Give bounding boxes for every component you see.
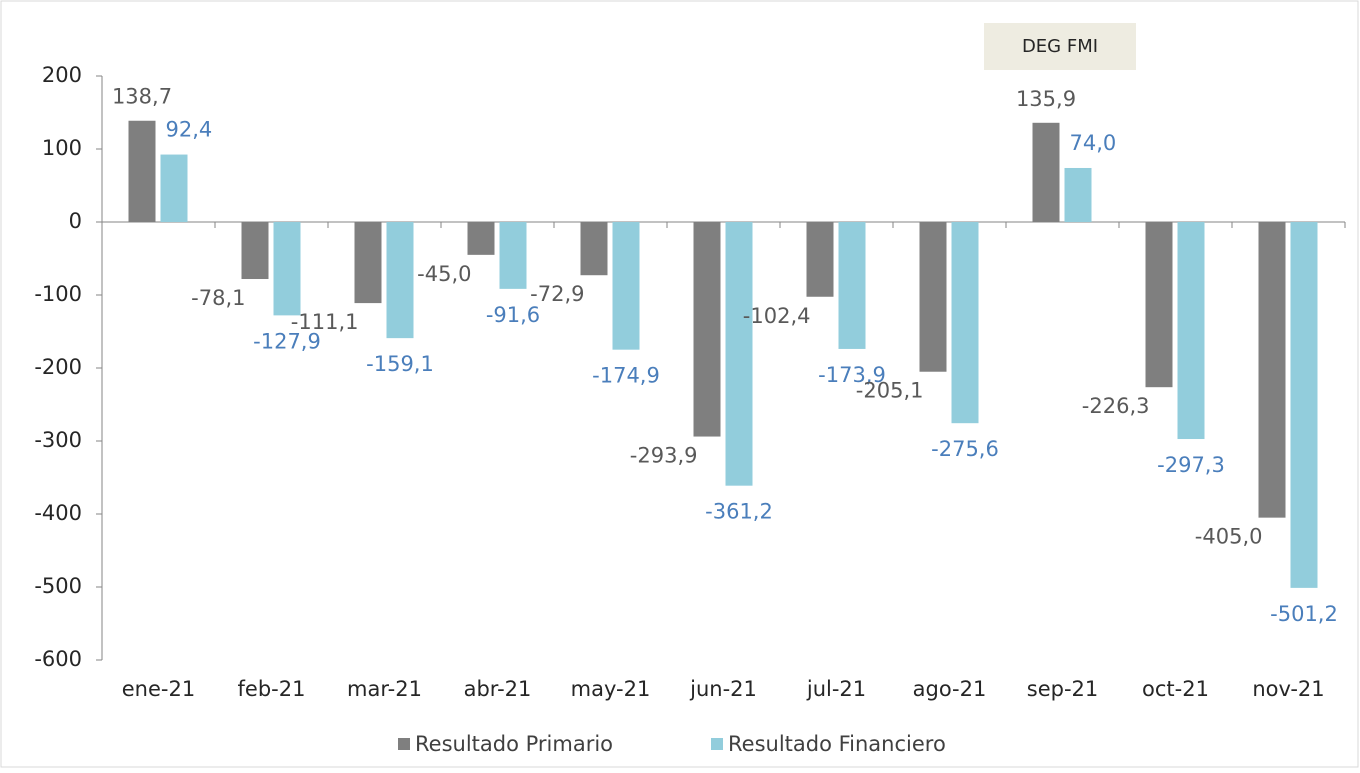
x-tick-label: jun-21 [689,677,757,701]
bar [273,222,301,316]
bar [580,222,608,276]
value-label: -45,0 [417,262,471,286]
value-label: -102,4 [743,304,811,328]
bar [128,120,156,222]
legend-label: Resultado Financiero [728,732,946,756]
x-tick-label: mar-21 [347,677,422,701]
bar [1290,222,1318,588]
y-tick-label: -500 [34,574,82,598]
bar [386,222,414,339]
y-tick-label: -100 [34,282,82,306]
value-label: -405,0 [1195,525,1263,549]
x-tick-label: sep-21 [1027,677,1099,701]
legend-swatch [398,738,410,750]
legend-swatch [711,738,723,750]
bar [806,222,834,297]
value-label: -293,9 [630,444,698,468]
bar [693,222,721,437]
bar [1032,122,1060,222]
value-label: -173,9 [818,363,886,387]
value-label: -226,3 [1082,394,1150,418]
value-label: -127,9 [253,329,321,353]
y-tick-label: 0 [69,209,82,233]
bar [951,222,979,424]
bar [1145,222,1173,388]
y-tick-label: -400 [34,501,82,525]
value-label: -111,1 [291,310,359,334]
bar [1064,167,1092,222]
value-label: -275,6 [931,437,999,461]
annotation-box [984,23,1136,70]
value-label: -501,2 [1270,602,1338,626]
x-tick-label: may-21 [571,677,651,701]
bar [160,154,188,222]
x-tick-label: oct-21 [1142,677,1209,701]
bar [467,222,495,255]
value-label: -78,1 [191,286,245,310]
x-tick-label: ago-21 [913,677,987,701]
value-label: -205,1 [856,379,924,403]
bar [1177,222,1205,440]
y-tick-label: -300 [34,428,82,452]
y-tick-label: 100 [42,136,82,160]
value-label: 74,0 [1070,131,1117,155]
bar [725,222,753,486]
x-tick-label: jul-21 [806,677,866,701]
x-tick-label: abr-21 [464,677,532,701]
value-label: -174,9 [592,364,660,388]
bar [499,222,527,289]
value-label: 92,4 [166,118,213,142]
value-label: 135,9 [1016,87,1076,111]
bar [612,222,640,350]
bar [1258,222,1286,518]
x-tick-label: feb-21 [238,677,306,701]
y-tick-label: -200 [34,355,82,379]
value-label: -72,9 [530,282,584,306]
x-tick-label: nov-21 [1252,677,1324,701]
legend-label: Resultado Primario [415,732,613,756]
x-tick-label: ene-21 [122,677,195,701]
y-tick-label: -600 [34,647,82,671]
value-label: -361,2 [705,500,773,524]
value-label: -297,3 [1157,453,1225,477]
bar [919,222,947,372]
value-label: -91,6 [486,303,540,327]
bar [241,222,269,280]
y-tick-label: 200 [42,63,82,87]
value-label: -159,1 [366,352,434,376]
value-label: 138,7 [112,85,172,109]
annotation: DEG FMI [1022,36,1098,57]
bar [838,222,866,349]
bar [354,222,382,304]
